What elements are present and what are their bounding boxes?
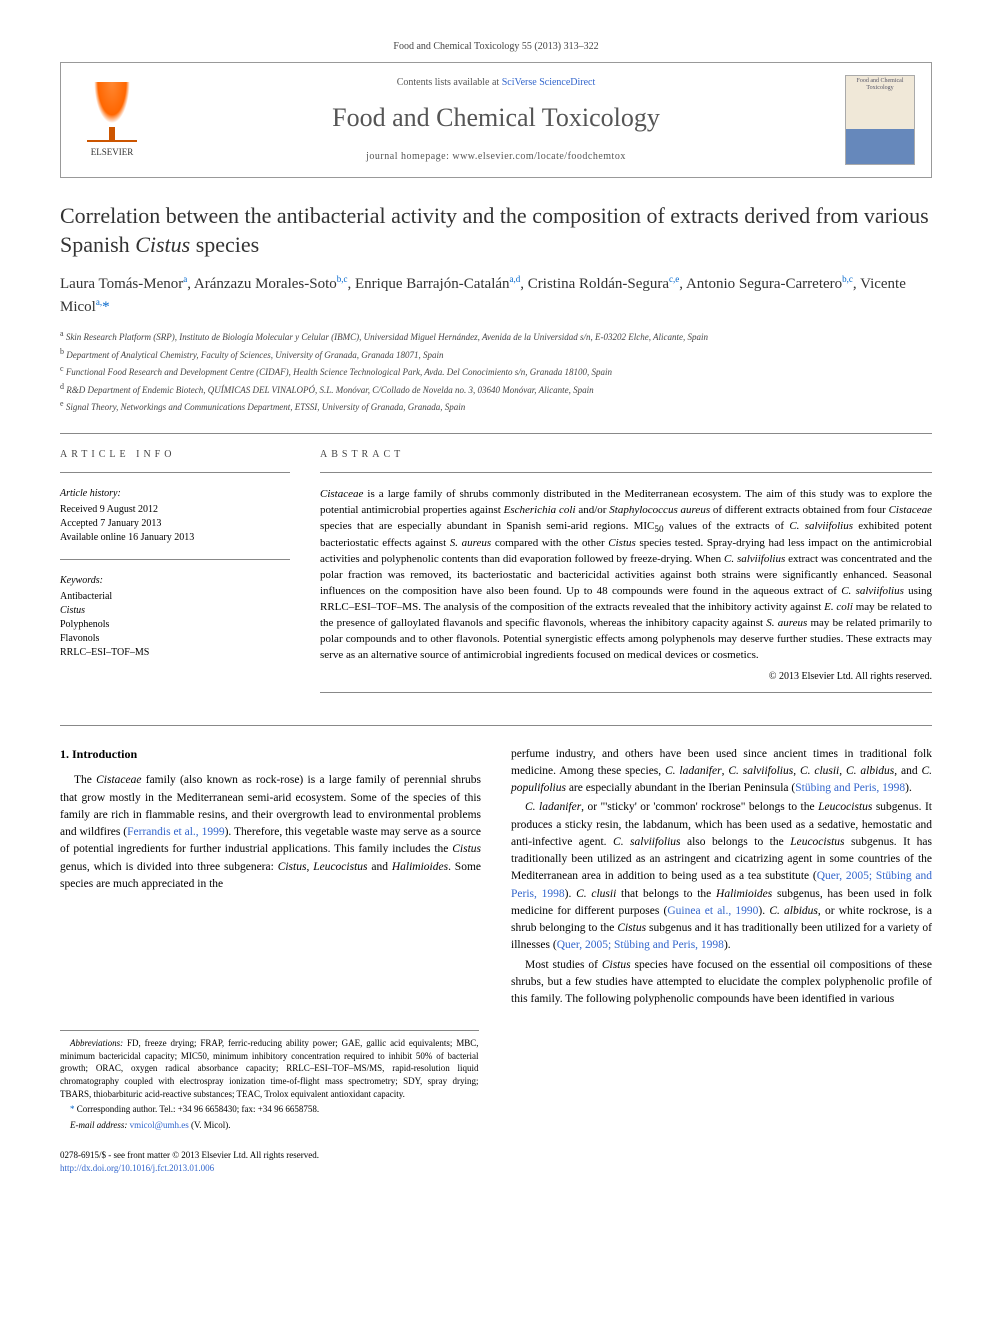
title-italic: Cistus — [135, 232, 190, 257]
doi-link[interactable]: http://dx.doi.org/10.1016/j.fct.2013.01.… — [60, 1163, 214, 1173]
body-paragraph: The Cistaceae family (also known as rock… — [60, 772, 481, 893]
abstract-text: Cistaceae is a large family of shrubs co… — [320, 487, 932, 664]
abstract-column: ABSTRACT Cistaceae is a large family of … — [320, 448, 932, 707]
history-title: Article history: — [60, 487, 290, 501]
affiliation-line: e Signal Theory, Networkings and Communi… — [60, 398, 932, 415]
homepage-line: journal homepage: www.elsevier.com/locat… — [163, 150, 829, 164]
elsevier-tree-icon — [87, 82, 137, 142]
elsevier-label: ELSEVIER — [91, 146, 134, 159]
title-part2: species — [190, 232, 259, 257]
history-line: Accepted 7 January 2013 — [60, 517, 290, 531]
affiliation-line: b Department of Analytical Chemistry, Fa… — [60, 346, 932, 363]
keywords-block: Keywords: AntibacterialCistusPolyphenols… — [60, 574, 290, 660]
homepage-url[interactable]: www.elsevier.com/locate/foodchemtox — [452, 151, 625, 162]
email-link[interactable]: vmicol@umh.es — [130, 1120, 189, 1130]
affiliations-block: a Skin Research Platform (SRP), Institut… — [60, 328, 932, 415]
abstract-rule — [320, 472, 932, 473]
keyword-line: RRLC–ESI–TOF–MS — [60, 646, 290, 660]
abstract-rule-bottom — [320, 692, 932, 693]
article-info-column: ARTICLE INFO Article history: Received 9… — [60, 448, 290, 707]
abbreviations-footnote: Abbreviations: FD, freeze drying; FRAP, … — [60, 1037, 479, 1100]
cover-thumb-label: Food and Chemical Toxicology — [848, 78, 912, 91]
journal-name: Food and Chemical Toxicology — [163, 100, 829, 136]
authors-line: Laura Tomás-Menora, Aránzazu Morales-Sot… — [60, 273, 932, 318]
info-abstract-row: ARTICLE INFO Article history: Received 9… — [60, 448, 932, 707]
corr-label: Corresponding author. — [77, 1104, 160, 1114]
separator-rule — [60, 725, 932, 726]
journal-header-box: ELSEVIER Contents lists available at Sci… — [60, 62, 932, 178]
separator-rule — [60, 433, 932, 434]
body-paragraph: perfume industry, and others have been u… — [511, 746, 932, 798]
corresponding-author-footnote: * Corresponding author. Tel.: +34 96 665… — [60, 1103, 479, 1116]
info-rule — [60, 472, 290, 473]
abbrev-text: FD, freeze drying; FRAP, ferric-reducing… — [60, 1038, 479, 1098]
body-column-left: 1. Introduction The Cistaceae family (al… — [60, 746, 481, 1011]
journal-cover-thumbnail: Food and Chemical Toxicology — [845, 75, 915, 165]
email-label: E-mail address: — [70, 1120, 127, 1130]
footnotes-block: Abbreviations: FD, freeze drying; FRAP, … — [60, 1030, 479, 1131]
affiliation-line: c Functional Food Research and Developme… — [60, 363, 932, 380]
keyword-line: Cistus — [60, 604, 290, 618]
issn-line: 0278-6915/$ - see front matter © 2013 El… — [60, 1149, 932, 1162]
section-1-heading: 1. Introduction — [60, 746, 481, 763]
article-info-header: ARTICLE INFO — [60, 448, 290, 462]
bottom-bar: 0278-6915/$ - see front matter © 2013 El… — [60, 1149, 932, 1174]
keywords-title: Keywords: — [60, 574, 290, 588]
article-title: Correlation between the antibacterial ac… — [60, 202, 932, 259]
history-line: Available online 16 January 2013 — [60, 531, 290, 545]
body-paragraph: C. ladanifer, or "'sticky' or 'common' r… — [511, 799, 932, 954]
body-paragraph: Most studies of Cistus species have focu… — [511, 957, 932, 1009]
corr-text: Tel.: +34 96 6658430; fax: +34 96 665875… — [159, 1104, 319, 1114]
info-rule — [60, 559, 290, 560]
abbrev-label: Abbreviations: — [70, 1038, 123, 1048]
contents-prefix: Contents lists available at — [397, 77, 502, 88]
star-icon: * — [70, 1104, 75, 1114]
keyword-line: Antibacterial — [60, 590, 290, 604]
citation-line: Food and Chemical Toxicology 55 (2013) 3… — [60, 40, 932, 54]
email-footnote: E-mail address: vmicol@umh.es (V. Micol)… — [60, 1119, 479, 1132]
history-block: Article history: Received 9 August 2012A… — [60, 487, 290, 545]
elsevier-logo: ELSEVIER — [77, 80, 147, 160]
homepage-prefix: journal homepage: — [366, 151, 452, 162]
abstract-header: ABSTRACT — [320, 448, 932, 462]
keyword-line: Flavonols — [60, 632, 290, 646]
keyword-line: Polyphenols — [60, 618, 290, 632]
history-line: Received 9 August 2012 — [60, 503, 290, 517]
body-two-column: 1. Introduction The Cistaceae family (al… — [60, 746, 932, 1011]
affiliation-line: a Skin Research Platform (SRP), Institut… — [60, 328, 932, 345]
body-column-right: perfume industry, and others have been u… — [511, 746, 932, 1011]
email-who: (V. Micol). — [191, 1120, 231, 1130]
sciencedirect-link[interactable]: SciVerse ScienceDirect — [502, 77, 596, 88]
abstract-copyright: © 2013 Elsevier Ltd. All rights reserved… — [320, 670, 932, 684]
affiliation-line: d R&D Department of Endemic Biotech, QUÍ… — [60, 381, 932, 398]
contents-line: Contents lists available at SciVerse Sci… — [163, 76, 829, 90]
header-center: Contents lists available at SciVerse Sci… — [163, 76, 829, 164]
